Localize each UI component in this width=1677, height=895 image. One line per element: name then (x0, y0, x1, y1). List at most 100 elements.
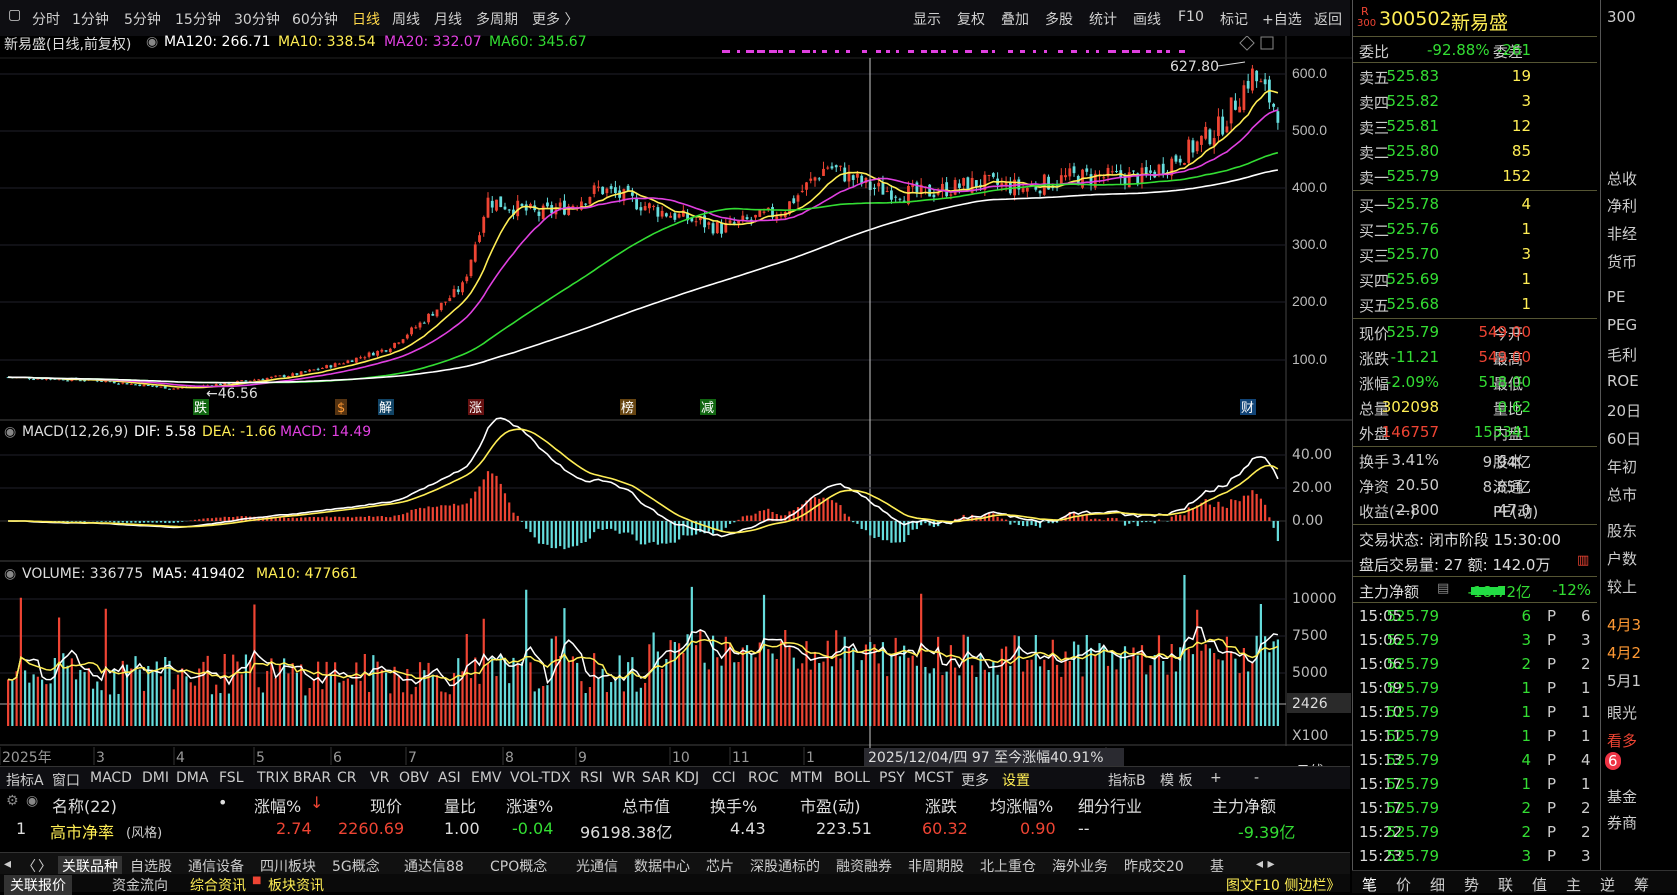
tab-related-quote[interactable]: 关联报价 (4, 875, 72, 895)
sector-tab[interactable]: 关联品种 (58, 856, 122, 876)
sort-down-icon[interactable]: ↓ (310, 793, 324, 812)
sector-tab[interactable]: 融资融券 (836, 859, 892, 875)
draw-button[interactable]: 画线 (1133, 12, 1161, 28)
period-tab[interactable]: 月线 (434, 12, 462, 28)
adjust-button[interactable]: 复权 (957, 12, 985, 28)
indicator-tab[interactable]: 更多 (961, 773, 989, 789)
indicator-tab[interactable]: DMA (176, 770, 209, 786)
quote-bottom-tab[interactable]: 主 (1566, 876, 1582, 894)
tab-prev-icon[interactable]: 〈 (22, 859, 36, 875)
quote-bottom-tab[interactable]: 价 (1396, 876, 1412, 894)
kline-chart[interactable]: 600.0 500.0 400.0 300.0 200.0 100.0 627.… (0, 36, 1352, 766)
display-button[interactable]: 显示 (913, 12, 941, 28)
overlay-button[interactable]: 叠加 (1001, 12, 1029, 28)
indicator-tab[interactable]: ROC (748, 770, 779, 786)
sector-tab[interactable]: 昨成交20 (1124, 859, 1184, 875)
indicator-tab[interactable]: KDJ (675, 770, 700, 786)
f10-button[interactable]: F10 (1178, 9, 1204, 25)
indicator-tab[interactable]: SAR (642, 770, 671, 786)
indicator-tab[interactable]: MTM (790, 770, 823, 786)
period-tab[interactable]: 5分钟 (124, 12, 161, 28)
indicator-tab[interactable]: 设置 (1002, 773, 1030, 789)
indicator-tab[interactable]: VR (370, 770, 390, 786)
col-name[interactable]: 名称(22) (52, 797, 117, 816)
sector-tab[interactable]: 通达信88 (404, 859, 464, 875)
row-name[interactable]: 高市净率 (50, 823, 115, 842)
table-row[interactable]: 1 高市净率 (风格) 2.74 2260.69 1.00 -0.04 9619… (0, 816, 1350, 842)
indicator-tab[interactable]: MACD (90, 770, 132, 786)
sector-tab[interactable]: 自选股 (130, 859, 172, 875)
volume-settings-icon[interactable]: ◉ (4, 566, 17, 582)
period-tab[interactable]: 60分钟 (292, 12, 338, 28)
indicator-right-button[interactable]: 模 板 (1160, 773, 1193, 789)
indicator-tab[interactable]: ASI (438, 770, 461, 786)
indicator-tab[interactable]: BRAR (293, 770, 332, 786)
indicator-tab[interactable]: FSL (219, 770, 244, 786)
menu-icon[interactable]: ▤ (1437, 581, 1450, 596)
sector-tab[interactable]: 通信设备 (188, 859, 244, 875)
indicator-tab[interactable]: WR (612, 770, 636, 786)
indicator-tab[interactable]: 窗口 (52, 773, 80, 789)
settings-icon[interactable]: ◉ (146, 34, 159, 50)
indicator-tab[interactable]: PSY (879, 770, 905, 786)
sector-tab[interactable]: 四川板块 (260, 859, 316, 875)
chart-icon[interactable]: ▥ (1577, 553, 1590, 568)
indicator-tab[interactable]: VOL-TDX (510, 770, 571, 786)
indicator-tab[interactable]: DMI (142, 770, 169, 786)
tab-scroll-icon[interactable]: ◂ ▸ (1256, 856, 1275, 872)
indicator-right-button[interactable]: - (1254, 770, 1260, 786)
indicator-tab[interactable]: BOLL (834, 770, 870, 786)
indicator-tab[interactable]: EMV (471, 770, 502, 786)
indicator-right-button[interactable]: + (1210, 770, 1222, 786)
period-tab[interactable]: 周线 (392, 12, 420, 28)
quote-bottom-tab[interactable]: 逆 (1600, 876, 1616, 894)
stats-button[interactable]: 统计 (1089, 12, 1117, 28)
add-watchlist-button[interactable]: +自选 (1262, 12, 1302, 28)
indicator-tab[interactable]: RSI (580, 770, 603, 786)
period-tab[interactable]: 30分钟 (234, 12, 280, 28)
quote-bottom-tab[interactable]: 势 (1464, 876, 1480, 894)
tab-capital-flow[interactable]: 资金流向 (112, 878, 168, 894)
menu-square-icon[interactable]: ▢ (8, 7, 22, 23)
col-market-cap[interactable]: 总市值 (622, 797, 671, 816)
period-tab[interactable]: 15分钟 (175, 12, 221, 28)
col-diff[interactable]: 涨跌 (925, 797, 958, 816)
sector-tab[interactable]: 数据中心 (634, 859, 690, 875)
multi-stock-button[interactable]: 多股 (1045, 12, 1073, 28)
sector-tab[interactable]: 5G概念 (332, 859, 380, 875)
sector-tab[interactable]: 芯片 (706, 859, 734, 875)
quote-bottom-tab[interactable]: 筹 (1634, 876, 1650, 894)
back-button[interactable]: 返回 (1314, 12, 1342, 28)
col-price[interactable]: 现价 (370, 797, 403, 816)
indicator-tab[interactable]: 指标A (6, 773, 44, 789)
mark-button[interactable]: 标记 (1220, 12, 1248, 28)
macd-settings-icon[interactable]: ◉ (4, 424, 17, 440)
col-pe[interactable]: 市盈(动) (800, 797, 861, 816)
eye-icon[interactable]: ◉ (26, 793, 39, 809)
tab-news[interactable]: 综合资讯 (190, 878, 246, 894)
indicator-tab[interactable]: TRIX (257, 770, 289, 786)
indicator-tab[interactable]: CCI (712, 770, 736, 786)
period-tab[interactable]: 分时 (32, 12, 60, 28)
period-tab-daily[interactable]: 日线 (352, 12, 380, 28)
col-volume-ratio[interactable]: 量比 (444, 797, 477, 816)
indicator-tab[interactable]: CR (337, 770, 357, 786)
indicator-right-button[interactable]: 指标B (1108, 773, 1146, 789)
col-main-net[interactable]: 主力净额 (1212, 797, 1277, 816)
quote-bottom-tab[interactable]: 值 (1532, 876, 1548, 894)
sector-tab[interactable]: 海外业务 (1052, 859, 1108, 875)
sector-tab[interactable]: 非周期股 (908, 859, 964, 875)
tab-sector-news[interactable]: 板块资讯 (268, 878, 324, 894)
quote-bottom-tab[interactable]: 细 (1430, 876, 1446, 894)
sector-tab[interactable]: 光通信 (576, 859, 618, 875)
period-tab[interactable]: 更多 〉 (532, 12, 579, 28)
sector-tab[interactable]: CPO概念 (490, 859, 548, 875)
f10-sidebar-link[interactable]: 图文F10 侧边栏》 (1226, 878, 1341, 894)
period-tab[interactable]: 1分钟 (72, 12, 109, 28)
tab-next-icon[interactable]: 〉 (38, 859, 52, 875)
indicator-tab[interactable]: OBV (399, 770, 429, 786)
quote-bottom-tab[interactable]: 笔 (1362, 876, 1378, 894)
col-speed[interactable]: 涨速% (506, 797, 554, 816)
col-avg-change[interactable]: 均涨幅% (990, 797, 1054, 816)
tab-scroll-left-icon[interactable]: ◂ (4, 856, 12, 872)
